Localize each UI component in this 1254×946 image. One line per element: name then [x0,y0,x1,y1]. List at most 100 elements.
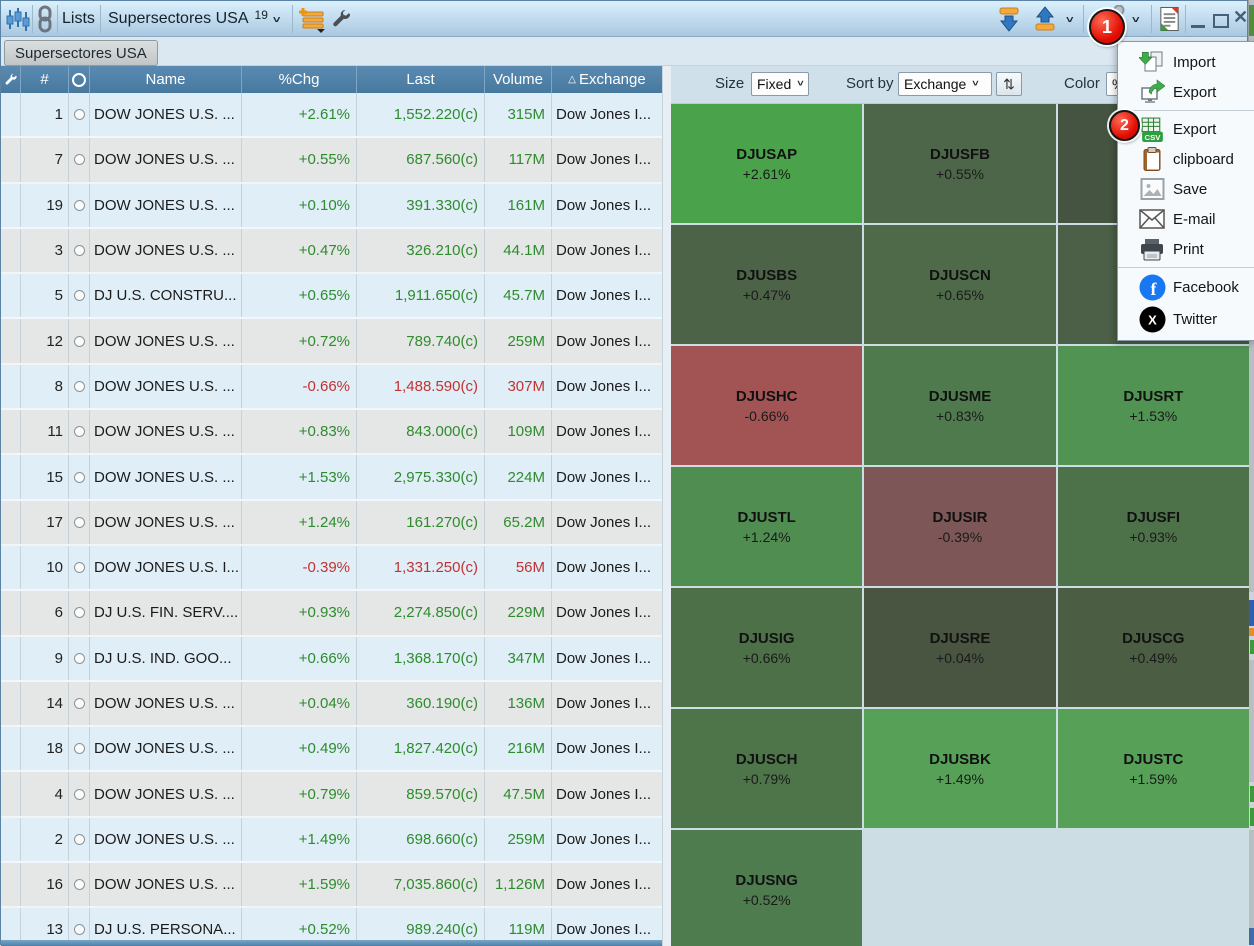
table-row[interactable]: 9 DJ U.S. IND. GOO... +0.66% 1,368.170(c) 34… [1,636,662,682]
heatmap-cell-djusig[interactable]: DJUSIG +0.66% [671,588,863,707]
table-row[interactable]: 8 DOW JONES U.S. ... -0.66% 1,488.590(c) 307… [1,364,662,411]
menu-item-export-csv[interactable]: CSV Export [1118,114,1254,144]
heatmap-ticker: DJUSCG [1122,629,1185,647]
size-select[interactable]: Fixed ˅ [751,72,809,96]
table-row[interactable]: 12 DOW JONES U.S. ... +0.72% 789.740(c) 259M… [1,319,662,365]
menu-item-clipboard[interactable]: clipboard [1118,144,1254,174]
row-flag[interactable] [68,319,89,363]
chevron-down-icon: ˅ [272,13,281,25]
report-document-icon[interactable] [1157,5,1182,33]
column-header-exchange[interactable]: △ Exchange [551,66,662,93]
chevron-down-icon[interactable]: ˅ [1066,13,1074,25]
table-row[interactable]: 15 DOW JONES U.S. ... +1.53% 2,975.330(c) 22… [1,455,662,501]
column-header-flag[interactable] [68,66,89,93]
row-percent-change: +0.93% [241,591,356,635]
table-row[interactable]: 1 DOW JONES U.S. ... +2.61% 1,552.220(c) 315… [1,93,662,139]
row-flag[interactable] [68,772,89,816]
maximize-button[interactable] [1213,14,1229,28]
menu-item-facebook[interactable]: f Facebook [1118,271,1254,303]
list-selector-dropdown[interactable]: Supersectores USA 19 ˅ [108,1,280,37]
table-row[interactable]: 5 DJ U.S. CONSTRU... +0.65% 1,911.650(c) 45.… [1,274,662,320]
row-name: DOW JONES U.S. ... [89,93,241,137]
heatmap-cell-djuscn[interactable]: DJUSCN +0.65% [864,225,1056,344]
column-header-num[interactable]: # [20,66,68,93]
table-row[interactable]: 16 DOW JONES U.S. ... +1.59% 7,035.860(c) 1,… [1,863,662,909]
heatmap-cell-djusfi[interactable]: DJUSFI +0.93% [1057,467,1249,586]
row-flag[interactable] [68,138,89,182]
row-flag[interactable] [68,410,89,454]
row-flag[interactable] [68,228,89,273]
menu-item-email[interactable]: E-mail [1118,204,1254,234]
list-count-badge: 19 [254,8,268,22]
close-button[interactable]: ✕ [1233,7,1249,27]
minimize-button[interactable] [1191,25,1205,28]
horizontal-scrollbar[interactable] [1,940,662,946]
sort-direction-button[interactable]: ⇅ [996,72,1022,96]
lists-button[interactable]: Lists [62,1,95,37]
tutorial-step-badge-1: 1 [1089,9,1125,45]
column-header-name[interactable]: Name [89,66,241,93]
row-flag[interactable] [68,545,89,590]
move-up-icon[interactable] [1032,5,1058,33]
row-flag[interactable] [68,364,89,409]
candlestick-chart-icon[interactable] [5,6,31,33]
table-row[interactable]: 4 DOW JONES U.S. ... +0.79% 859.570(c) 47.5M… [1,772,662,818]
heatmap-cell-djusme[interactable]: DJUSME +0.83% [864,346,1056,465]
export-icon [1138,79,1166,105]
row-flag[interactable] [68,93,89,137]
row-flag[interactable] [68,908,89,946]
menu-item-save[interactable]: Save [1118,174,1254,204]
row-flag[interactable] [68,863,89,907]
row-flag[interactable] [68,681,89,726]
add-list-icon[interactable] [297,5,327,33]
heatmap-cell-djusbk[interactable]: DJUSBK +1.49% [864,709,1056,828]
heatmap-cell-djusrt[interactable]: DJUSRT +1.53% [1057,346,1249,465]
heatmap-cell-djusng[interactable]: DJUSNG +0.52% [671,830,863,946]
table-row[interactable]: 6 DJ U.S. FIN. SERV.... +0.93% 2,274.850(c)… [1,591,662,637]
row-flag[interactable] [68,636,89,680]
table-row[interactable]: 2 DOW JONES U.S. ... +1.49% 698.660(c) 259M D… [1,817,662,864]
move-down-icon[interactable] [996,5,1022,33]
link-icon[interactable] [36,5,54,33]
menu-item-print[interactable]: Print [1118,234,1254,264]
heatmap-cell-djusir[interactable]: DJUSIR -0.39% [864,467,1056,586]
heatmap-cell-djusch[interactable]: DJUSCH +0.79% [671,709,863,828]
table-row[interactable]: 17 DOW JONES U.S. ... +1.24% 161.270(c) 65.2… [1,500,662,546]
table-row[interactable]: 3 DOW JONES U.S. ... +0.47% 326.210(c) 44.1M… [1,228,662,275]
row-flag[interactable] [68,727,89,771]
heatmap-cell-djuscg[interactable]: DJUSCG +0.49% [1057,588,1249,707]
column-header-last[interactable]: Last [356,66,484,93]
row-flag[interactable] [68,591,89,635]
heatmap-cell-djustl[interactable]: DJUSTL +1.24% [671,467,863,586]
pane-splitter[interactable] [662,66,671,946]
menu-item-export[interactable]: Export [1118,77,1254,107]
row-last-price: 1,488.590(c) [356,364,484,409]
table-row[interactable]: 14 DOW JONES U.S. ... +0.04% 360.190(c) 136M… [1,681,662,728]
table-row[interactable]: 18 DOW JONES U.S. ... +0.49% 1,827.420(c) 21… [1,727,662,773]
table-row[interactable]: 13 DJ U.S. PERSONA... +0.52% 989.240(c) 119M… [1,908,662,946]
column-header-volume[interactable]: Volume [484,66,551,93]
heatmap-cell-djusfb[interactable]: DJUSFB +0.55% [864,104,1056,223]
row-flag[interactable] [68,817,89,862]
table-row[interactable]: 11 DOW JONES U.S. ... +0.83% 843.000(c) 109M… [1,410,662,456]
row-flag[interactable] [68,183,89,227]
row-flag[interactable] [68,455,89,499]
menu-item-twitter[interactable]: X Twitter [1118,303,1254,335]
sort-by-select[interactable]: Exchange ˅ [898,72,992,96]
column-header-chg[interactable]: %Chg [241,66,356,93]
table-settings-wrench-icon[interactable] [1,66,20,93]
heatmap-cell-djusre[interactable]: DJUSRE +0.04% [864,588,1056,707]
table-row[interactable]: 10 DOW JONES U.S. I... -0.39% 1,331.250(c) 5… [1,545,662,592]
heatmap-cell-djustc[interactable]: DJUSTC +1.59% [1057,709,1249,828]
heatmap-cell-djusap[interactable]: DJUSAP +2.61% [671,104,863,223]
table-row[interactable]: 7 DOW JONES U.S. ... +0.55% 687.560(c) 117M D… [1,138,662,184]
heatmap-percent: +0.66% [742,649,791,666]
tab-supersectores-usa[interactable]: Supersectores USA [4,40,158,66]
menu-item-import[interactable]: Import [1118,47,1254,77]
table-row[interactable]: 19 DOW JONES U.S. ... +0.10% 391.330(c) 161M… [1,183,662,229]
row-flag[interactable] [68,274,89,318]
row-flag[interactable] [68,500,89,544]
heatmap-cell-djushc[interactable]: DJUSHC -0.66% [671,346,863,465]
heatmap-cell-djusbs[interactable]: DJUSBS +0.47% [671,225,863,344]
wrench-settings-icon[interactable] [331,9,352,30]
